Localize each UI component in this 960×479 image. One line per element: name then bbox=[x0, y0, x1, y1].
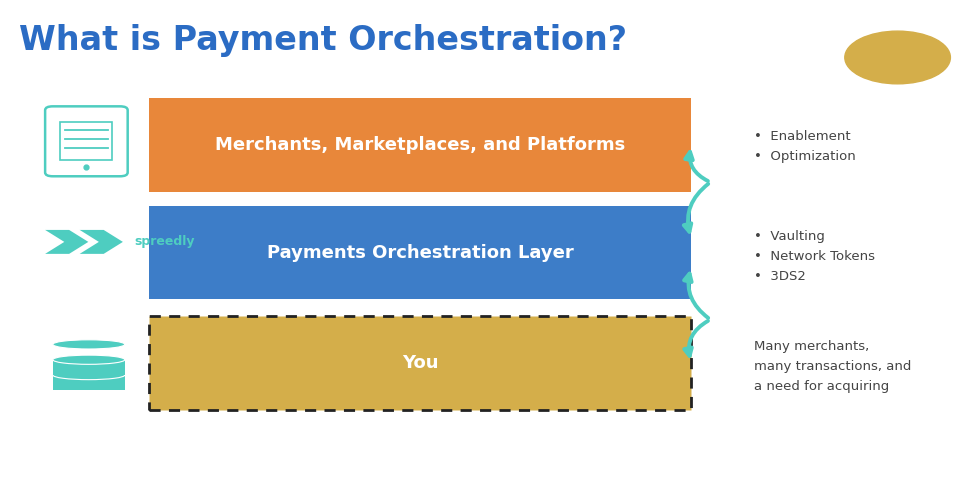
Text: Merchants, Marketplaces, and Platforms: Merchants, Marketplaces, and Platforms bbox=[215, 136, 625, 154]
Polygon shape bbox=[45, 230, 88, 254]
Text: Many merchants,
many transactions, and
a need for acquiring: Many merchants, many transactions, and a… bbox=[754, 340, 911, 393]
Text: •  Vaulting
•  Network Tokens
•  3DS2: • Vaulting • Network Tokens • 3DS2 bbox=[754, 230, 875, 283]
Text: You: You bbox=[401, 354, 439, 372]
Text: spreedly: spreedly bbox=[134, 235, 195, 249]
FancyBboxPatch shape bbox=[149, 98, 691, 192]
Text: Payments Orchestration Layer: Payments Orchestration Layer bbox=[267, 244, 573, 262]
Text: •  Enablement
•  Optimization: • Enablement • Optimization bbox=[754, 130, 855, 162]
FancyBboxPatch shape bbox=[60, 122, 112, 160]
FancyBboxPatch shape bbox=[53, 360, 125, 375]
Text: What is Payment Orchestration?: What is Payment Orchestration? bbox=[19, 24, 627, 57]
FancyBboxPatch shape bbox=[45, 106, 128, 176]
Ellipse shape bbox=[53, 370, 125, 380]
FancyBboxPatch shape bbox=[149, 316, 691, 410]
Circle shape bbox=[845, 31, 950, 84]
Polygon shape bbox=[80, 230, 123, 254]
FancyBboxPatch shape bbox=[53, 375, 125, 390]
Ellipse shape bbox=[53, 340, 125, 349]
FancyBboxPatch shape bbox=[149, 206, 691, 299]
Ellipse shape bbox=[53, 355, 125, 365]
